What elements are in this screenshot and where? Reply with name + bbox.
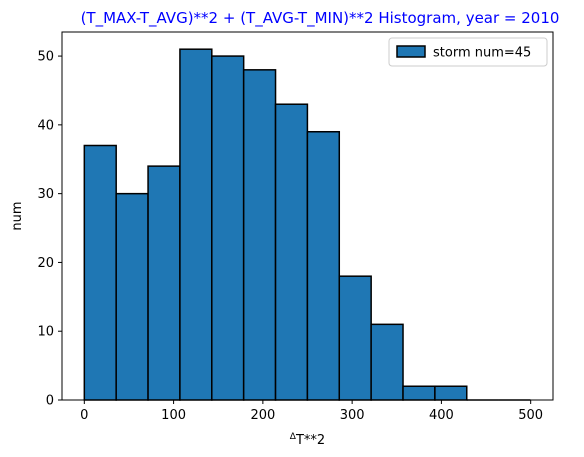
x-tick-label: 200	[250, 408, 275, 423]
histogram-bar	[147, 165, 181, 401]
histogram-bar	[274, 103, 309, 401]
legend: storm num=45	[388, 37, 548, 67]
legend-swatch	[396, 45, 426, 58]
x-tick-label: 100	[161, 408, 186, 423]
x-axis-label-delta: Δ	[290, 432, 297, 442]
y-tick-label: 20	[37, 256, 54, 271]
plot-frame	[61, 31, 554, 401]
y-tick-label: 0	[46, 394, 54, 409]
x-tick-label: 500	[518, 408, 543, 423]
y-axis-label: num	[10, 201, 25, 230]
histogram-bar	[83, 144, 117, 401]
y-tick-label: 10	[37, 325, 54, 340]
y-tick-label: 50	[37, 50, 54, 65]
x-axis-label: ΔT**2	[290, 432, 325, 448]
histogram-bar	[115, 192, 149, 401]
histogram-bar	[242, 69, 277, 401]
legend-label: storm num=45	[433, 46, 531, 61]
histogram-bar	[402, 385, 436, 401]
histogram-bar	[211, 55, 245, 401]
y-axis-ticks: 0 10 20 30 40 50	[37, 50, 62, 409]
x-tick-label: 300	[340, 408, 365, 423]
histogram-bar	[434, 385, 468, 401]
y-tick-label: 30	[37, 187, 54, 202]
bars-layer	[83, 48, 531, 401]
x-axis-label-main: T**2	[295, 433, 325, 448]
legend-box	[388, 37, 548, 67]
histogram-bar	[179, 48, 213, 401]
histogram-bar	[370, 323, 404, 401]
x-tick-label: 0	[80, 408, 88, 423]
x-axis-ticks: 0 100 200 300 400 500	[80, 400, 543, 423]
histogram-bar	[306, 130, 341, 401]
histogram-bar	[338, 275, 372, 401]
chart-title: (T_MAX-T_AVG)**2 + (T_AVG-T_MIN)**2 Hist…	[81, 9, 560, 28]
x-tick-label: 400	[429, 408, 454, 423]
y-tick-label: 40	[37, 118, 54, 133]
